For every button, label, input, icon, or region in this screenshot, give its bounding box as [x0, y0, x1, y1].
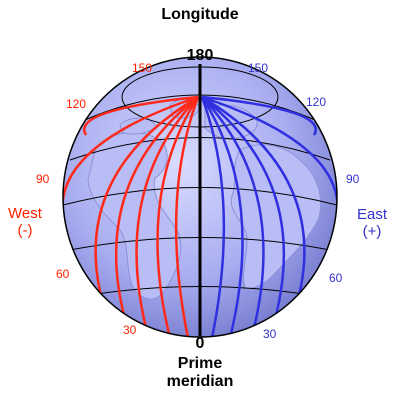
east-tick-150: 150 — [248, 61, 269, 75]
west-tick-90: 90 — [36, 172, 50, 186]
label-180: 180 — [186, 47, 214, 64]
east-sign: (+) — [362, 223, 382, 240]
east-tick-90: 90 — [346, 172, 360, 186]
west-tick-60: 60 — [56, 267, 70, 281]
east-word: East — [356, 206, 387, 223]
east-label: East (+) — [352, 206, 392, 240]
label-0: 0 — [195, 335, 205, 352]
globe-outline — [62, 56, 338, 338]
west-word: West — [8, 205, 42, 222]
east-tick-120: 120 — [306, 95, 327, 109]
east-meridians — [200, 95, 337, 337]
prime-word: Prime — [177, 355, 223, 372]
west-meridians — [63, 95, 200, 337]
west-label: West (-) — [4, 205, 46, 239]
prime-meridian-label: Prime meridian — [0, 355, 400, 391]
west-sign: (-) — [17, 222, 33, 239]
west-tick-120: 120 — [66, 97, 87, 111]
east-tick-30: 30 — [263, 327, 277, 341]
east-tick-60: 60 — [329, 271, 343, 285]
diagram-title: Longitude — [161, 6, 239, 23]
west-tick-150: 150 — [132, 61, 153, 75]
meridian-word: meridian — [166, 373, 234, 390]
west-tick-30: 30 — [123, 323, 137, 337]
